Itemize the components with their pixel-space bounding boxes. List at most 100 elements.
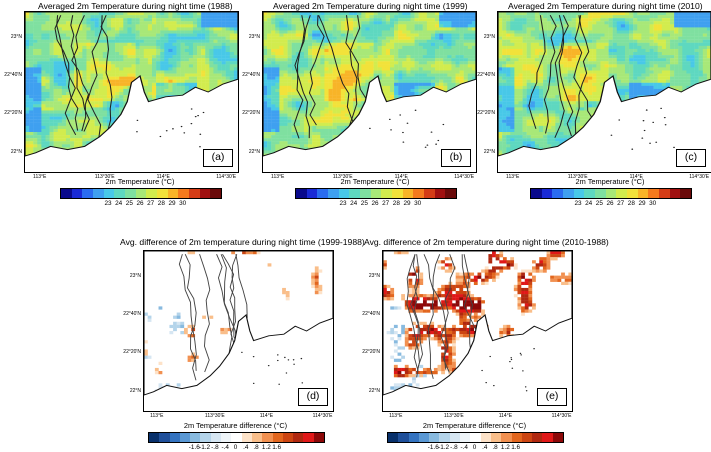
colorbar-segment (135, 189, 147, 198)
colorbar-segment (149, 433, 160, 442)
colorbar-tick-label: 26 (606, 200, 614, 207)
colorbar-segment (169, 433, 180, 442)
colorbar-strip (148, 432, 325, 443)
colorbar-segment (445, 189, 457, 198)
longitude-tick-label: 113°30'E (443, 413, 464, 419)
temperature-map-a (25, 12, 238, 157)
colorbar-tick-label: 29 (168, 200, 176, 207)
colorbar-tick-label: .8 (492, 444, 498, 451)
panel-label: (b) (441, 149, 471, 167)
longitude-tick-label: 114°E (394, 174, 408, 180)
colorbar-tick-label: 27 (617, 200, 625, 207)
colorbar-segment (388, 433, 399, 442)
latitude-tick-label: 23°N (483, 33, 495, 40)
colorbar-title: 2m Temperature (°C) (105, 177, 175, 186)
colorbar-segment (627, 189, 638, 198)
colorbar-tick-label: 26 (371, 200, 379, 207)
colorbar-segment (159, 433, 170, 442)
colorbar-segment (210, 433, 222, 442)
map-frame (24, 11, 239, 173)
longitude-tick-label: 113°30'E (94, 174, 115, 180)
longitude-tick-label: 113°E (150, 413, 164, 419)
colorbar-segment (490, 433, 502, 442)
colorbar-segment (93, 189, 104, 198)
longitude-tick-label: 114°E (156, 174, 170, 180)
colorbar-tick-label: 28 (392, 200, 400, 207)
colorbar-tick-label: -.4 (221, 444, 229, 451)
temperature-map-d (144, 251, 333, 396)
colorbar-segment (125, 189, 136, 198)
colorbar-segment (381, 189, 393, 198)
colorbar-segment (189, 189, 200, 198)
colorbar-segment (573, 189, 585, 198)
colorbar-tick-label: 27 (147, 200, 155, 207)
colorbar-segment (541, 189, 553, 198)
colorbar-segment (370, 189, 382, 198)
colorbar-segment (210, 189, 222, 198)
colorbar-tick-label: 1.6 (272, 444, 282, 451)
latitude-tick-label: 22°N (368, 387, 380, 394)
latitude-tick-label: 22°20'N (362, 349, 380, 356)
colorbar-segment (637, 189, 649, 198)
colorbar-tick-label: 29 (638, 200, 646, 207)
longitude-tick-label: 114°30'E (216, 174, 237, 180)
colorbar-strip (295, 188, 457, 199)
colorbar-segment (439, 433, 450, 442)
colorbar-segment (313, 433, 325, 442)
colorbar-tick-label: 0 (233, 444, 238, 451)
longitude-tick-label: 113°E (33, 174, 47, 180)
map-frame (497, 11, 711, 173)
colorbar-segment (221, 433, 232, 442)
colorbar-tick-label: -.8 (211, 444, 219, 451)
colorbar-tick-label: 23 (104, 200, 112, 207)
colorbar-tick-label: 25 (360, 200, 368, 207)
colorbar-tick-label: .4 (243, 444, 249, 451)
panel-title: Averaged 2m Temperature during night tim… (508, 1, 703, 11)
colorbar-segment (103, 189, 115, 198)
colorbar-segment (424, 189, 435, 198)
colorbar-segment (595, 189, 606, 198)
colorbar-segment (272, 433, 283, 442)
colorbar-segment (449, 433, 461, 442)
colorbar-segment (349, 189, 361, 198)
longitude-tick-label: 114°30'E (454, 174, 475, 180)
map-frame (143, 250, 334, 412)
colorbar-segment (408, 433, 419, 442)
colorbar-segment (282, 433, 294, 442)
colorbar-segment (542, 433, 553, 442)
colorbar-tick-label: 1.2 (500, 444, 510, 451)
colorbar-segment (82, 189, 94, 198)
colorbar-strip (387, 432, 564, 443)
colorbar-tick-label: 28 (627, 200, 635, 207)
colorbar-tick-label: -1.6 (427, 444, 439, 451)
colorbar-segment (306, 189, 318, 198)
longitude-tick-label: 114°30'E (551, 413, 572, 419)
colorbar-segment (531, 189, 542, 198)
temperature-map-e (383, 251, 572, 396)
colorbar-segment (241, 433, 252, 442)
colorbar-tick-label: 24 (115, 200, 123, 207)
colorbar-segment (470, 433, 481, 442)
colorbar-segment (563, 189, 574, 198)
colorbar-tick-label: .8 (253, 444, 259, 451)
colorbar-segment (231, 433, 242, 442)
latitude-tick-label: 22°N (483, 148, 495, 155)
temperature-map-c (498, 12, 711, 157)
latitude-tick-label: 22°20'N (4, 110, 22, 117)
colorbar-segment (293, 433, 304, 442)
colorbar-segment (659, 189, 670, 198)
colorbar-tick-label: 30 (179, 200, 187, 207)
colorbar-tick-label: 23 (339, 200, 347, 207)
colorbar-segment (552, 189, 564, 198)
colorbar-segment (584, 189, 596, 198)
colorbar-tick-label: 25 (125, 200, 133, 207)
colorbar-segment (167, 189, 179, 198)
colorbar-tick-label: 26 (136, 200, 144, 207)
colorbar-segment (552, 433, 564, 442)
colorbar-tick-label: 29 (403, 200, 411, 207)
colorbar-segment (114, 189, 126, 198)
colorbar-segment (71, 189, 83, 198)
panel-title: Avg. difference of 2m temperature during… (364, 237, 609, 247)
colorbar-segment (251, 433, 263, 442)
longitude-tick-label: 113°E (506, 174, 520, 180)
